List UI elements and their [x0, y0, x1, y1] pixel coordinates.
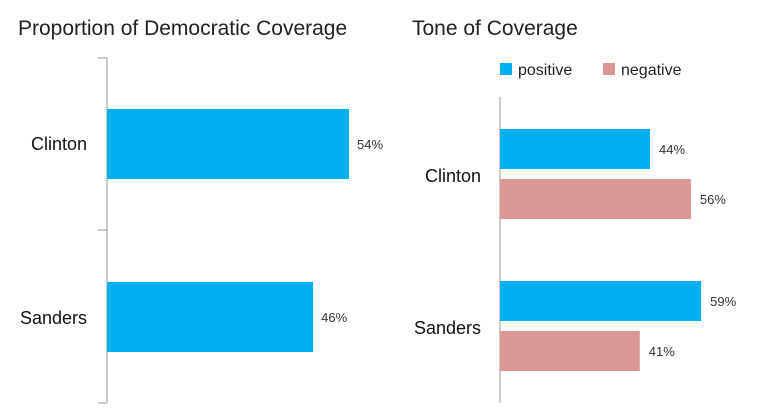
bar-clinton-negative [500, 179, 691, 219]
coverage-proportion-chart: Proportion of Democratic Coverage Clinto… [18, 17, 383, 404]
bar-clinton-positive [500, 129, 650, 169]
data-label: 56% [700, 192, 726, 207]
bar-clinton [107, 109, 349, 179]
coverage-tone-chart: Tone of Coverage positive negative Clint… [412, 17, 737, 403]
bar-group: 44% 56% 59% 41% [500, 129, 737, 371]
data-label: 59% [710, 294, 736, 309]
bar-sanders-positive [500, 281, 702, 321]
legend-swatch-negative [603, 63, 615, 75]
data-label: 54% [357, 137, 383, 152]
legend: positive negative [500, 62, 682, 79]
data-label: 44% [659, 142, 685, 157]
chart-title: Tone of Coverage [412, 17, 578, 40]
bar-sanders [107, 282, 314, 352]
category-label-clinton: Clinton [425, 166, 481, 186]
legend-swatch-positive [500, 63, 512, 75]
bar-group: 54% 46% [107, 109, 383, 352]
legend-label-positive: positive [518, 62, 572, 79]
data-label: 41% [649, 344, 675, 359]
chart-title: Proportion of Democratic Coverage [18, 17, 347, 40]
category-label-sanders: Sanders [414, 318, 481, 338]
data-label: 46% [321, 310, 347, 325]
category-label-sanders: Sanders [20, 308, 87, 328]
bar-sanders-negative [500, 331, 640, 371]
category-label-clinton: Clinton [31, 134, 87, 154]
legend-label-negative: negative [621, 62, 682, 79]
